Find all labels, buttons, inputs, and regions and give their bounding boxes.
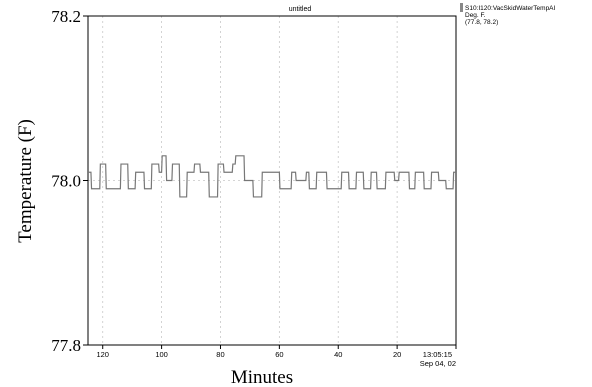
x-tick-label: 40 xyxy=(334,350,342,359)
legend-swatch xyxy=(460,3,463,12)
y-axis-label: Temperature (F) xyxy=(15,119,36,243)
y-tick-label: 77.8 xyxy=(51,336,81,355)
y-tick-label: 78.2 xyxy=(51,7,81,26)
grid-lines xyxy=(88,15,456,346)
legend-units: Deg. F. xyxy=(465,12,486,19)
legend: S10:I120:VacSkidWaterTempAI Deg. F. (77.… xyxy=(460,3,556,26)
legend-range: (77.8, 78.2) xyxy=(465,19,498,26)
x-end-date-label: Sep 04, 02 xyxy=(420,359,456,368)
x-axis-ticks: 120 100 80 60 40 20 xyxy=(96,345,457,359)
series-group xyxy=(88,155,456,198)
y-axis-ticks: 78.2 78.0 77.8 xyxy=(51,7,88,355)
legend-series-name: S10:I120:VacSkidWaterTempAI xyxy=(465,5,556,12)
series-line xyxy=(88,155,456,198)
x-tick-label: 120 xyxy=(96,350,109,359)
x-tick-label: 80 xyxy=(216,350,224,359)
x-tick-label: 60 xyxy=(275,350,283,359)
x-tick-label: 100 xyxy=(155,350,168,359)
x-axis-label: Minutes xyxy=(231,367,293,387)
x-tick-label: 20 xyxy=(393,350,401,359)
x-end-time-label: 13:05:15 xyxy=(423,350,452,359)
y-tick-label: 78.0 xyxy=(51,172,81,191)
chart-title: untitled xyxy=(289,6,312,13)
